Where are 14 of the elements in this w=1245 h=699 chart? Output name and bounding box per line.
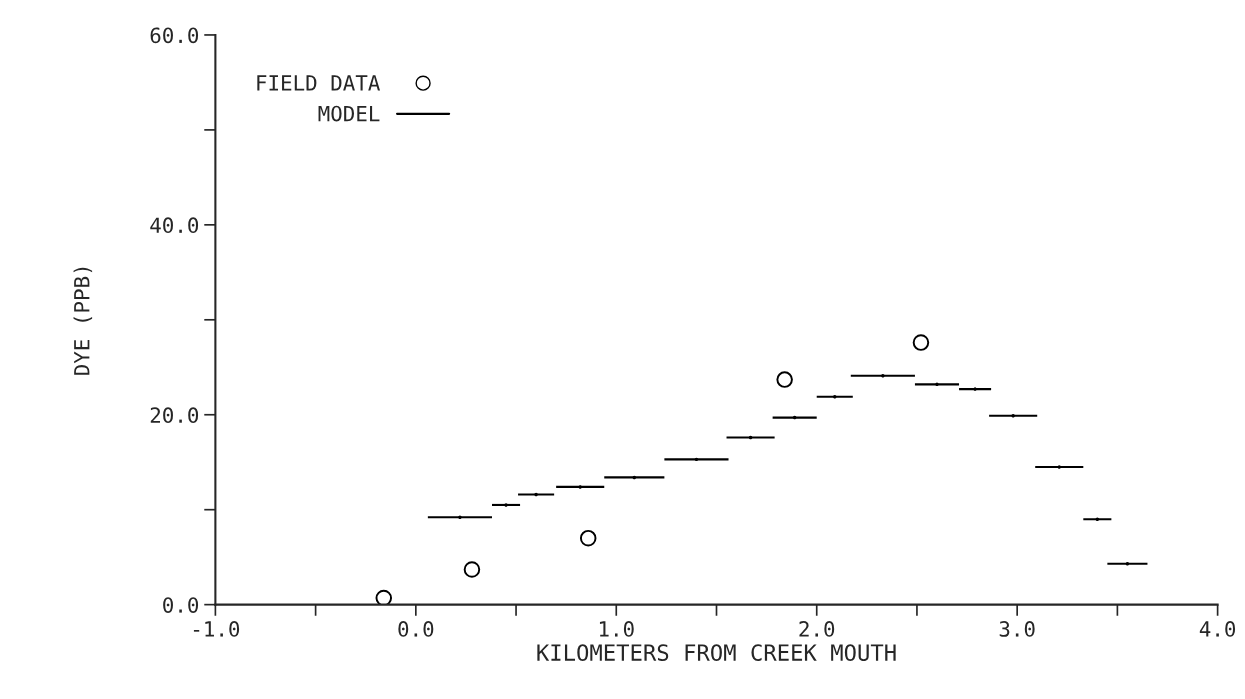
x-tick-label: 0.0: [398, 621, 434, 637]
y-tick-label: 40.0: [150, 217, 199, 234]
y-tick-label: 20.0: [150, 407, 199, 424]
x-tick-label: 3.0: [999, 621, 1035, 637]
legend-label: MODEL: [318, 105, 380, 122]
y-axis-title: DYE (PPB): [73, 267, 93, 375]
x-tick-label: 4.0: [1199, 621, 1236, 637]
y-tick-label: 0.0: [163, 597, 199, 613]
x-axis-title: KILOMETERS FROM CREEK MOUTH: [537, 644, 896, 661]
x-tick-label: -1.0: [193, 621, 240, 637]
x-tick-label: 2.0: [799, 621, 835, 637]
y-tick-label: 60.0: [150, 27, 199, 44]
x-tick-label: 1.0: [599, 621, 634, 637]
legend-label: FIELD DATA: [257, 75, 381, 91]
